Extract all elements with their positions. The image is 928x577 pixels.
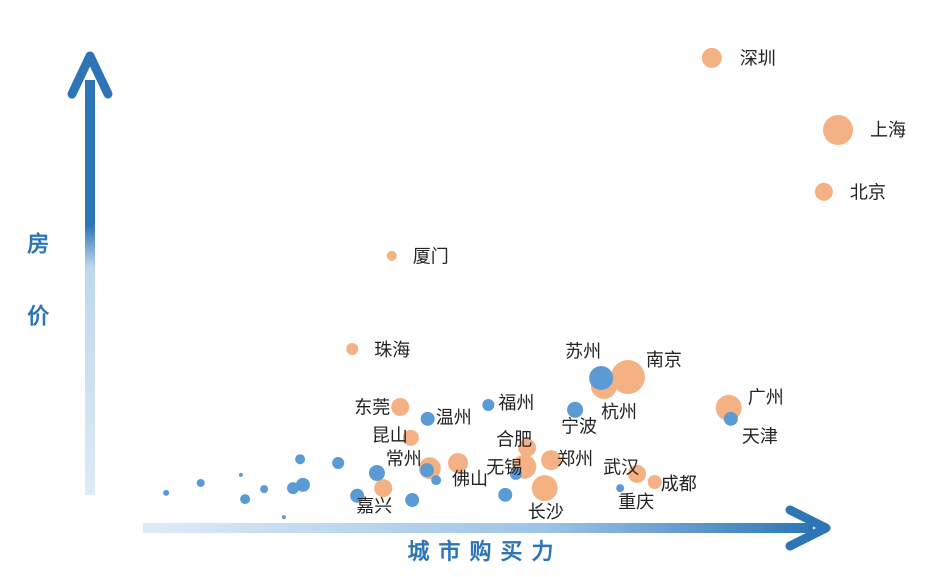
y-axis-title: 房价 [24,231,49,376]
point-label: 无锡 [486,458,522,478]
point-label: 长沙 [528,502,564,522]
bubble [295,477,310,492]
point-label: 天津 [742,427,778,447]
bubble [701,47,722,68]
bubble [368,464,385,481]
bubble [386,250,397,261]
x-axis-arrow [143,505,831,551]
point-label: 成都 [661,474,697,494]
bubble [541,450,562,471]
bubble [610,360,645,395]
point-label: 合肥 [496,430,532,450]
point-label: 宁波 [561,417,597,437]
bubble [814,182,833,201]
bubble [350,488,365,503]
point-label: 深圳 [740,49,776,69]
bubble [420,463,434,478]
point-label: 武汉 [603,458,639,478]
point-label: 昆山 [372,426,408,446]
bubble [405,493,420,508]
bubble [647,475,662,489]
point-label: 珠海 [374,340,410,360]
y-axis-arrow [67,51,113,495]
point-label: 佛山 [452,469,488,489]
bubble [240,494,251,505]
point-label: 常州 [386,449,422,469]
bubble [260,485,269,494]
bubble [589,365,614,390]
bubble [498,487,513,502]
point-label: 温州 [436,408,472,428]
point-label: 北京 [850,183,886,203]
point-label: 广州 [748,388,784,408]
bubble [281,515,286,520]
bubble [567,401,584,418]
point-label: 苏州 [565,342,601,362]
bubble [518,438,537,457]
point-label: 南京 [646,350,682,370]
bubble [391,397,410,416]
point-label: 东莞 [354,398,390,418]
bubble [431,475,442,486]
point-label: 重庆 [618,492,654,512]
bubble [628,464,647,483]
bubble [402,429,419,446]
bubble [723,411,738,426]
bubble [448,453,469,473]
bubble [163,489,170,496]
bubble [374,479,393,498]
bubble [346,343,359,355]
bubble [616,484,625,493]
point-label: 郑州 [557,449,593,469]
bubble [287,482,300,495]
bubble [509,467,522,480]
x-axis-title: 城市购买力 [407,539,562,564]
bubble [482,399,495,412]
point-label: 嘉兴 [356,496,392,516]
point-label: 杭州 [601,402,637,422]
bubble [332,457,345,469]
point-label: 上海 [870,120,906,140]
bubble [531,475,558,502]
bubble [823,115,854,146]
bubble [238,472,243,477]
point-label: 福州 [498,393,534,413]
point-label: 厦门 [413,247,449,267]
bubble [196,478,205,487]
bubble [295,454,306,465]
bubble [420,411,435,426]
